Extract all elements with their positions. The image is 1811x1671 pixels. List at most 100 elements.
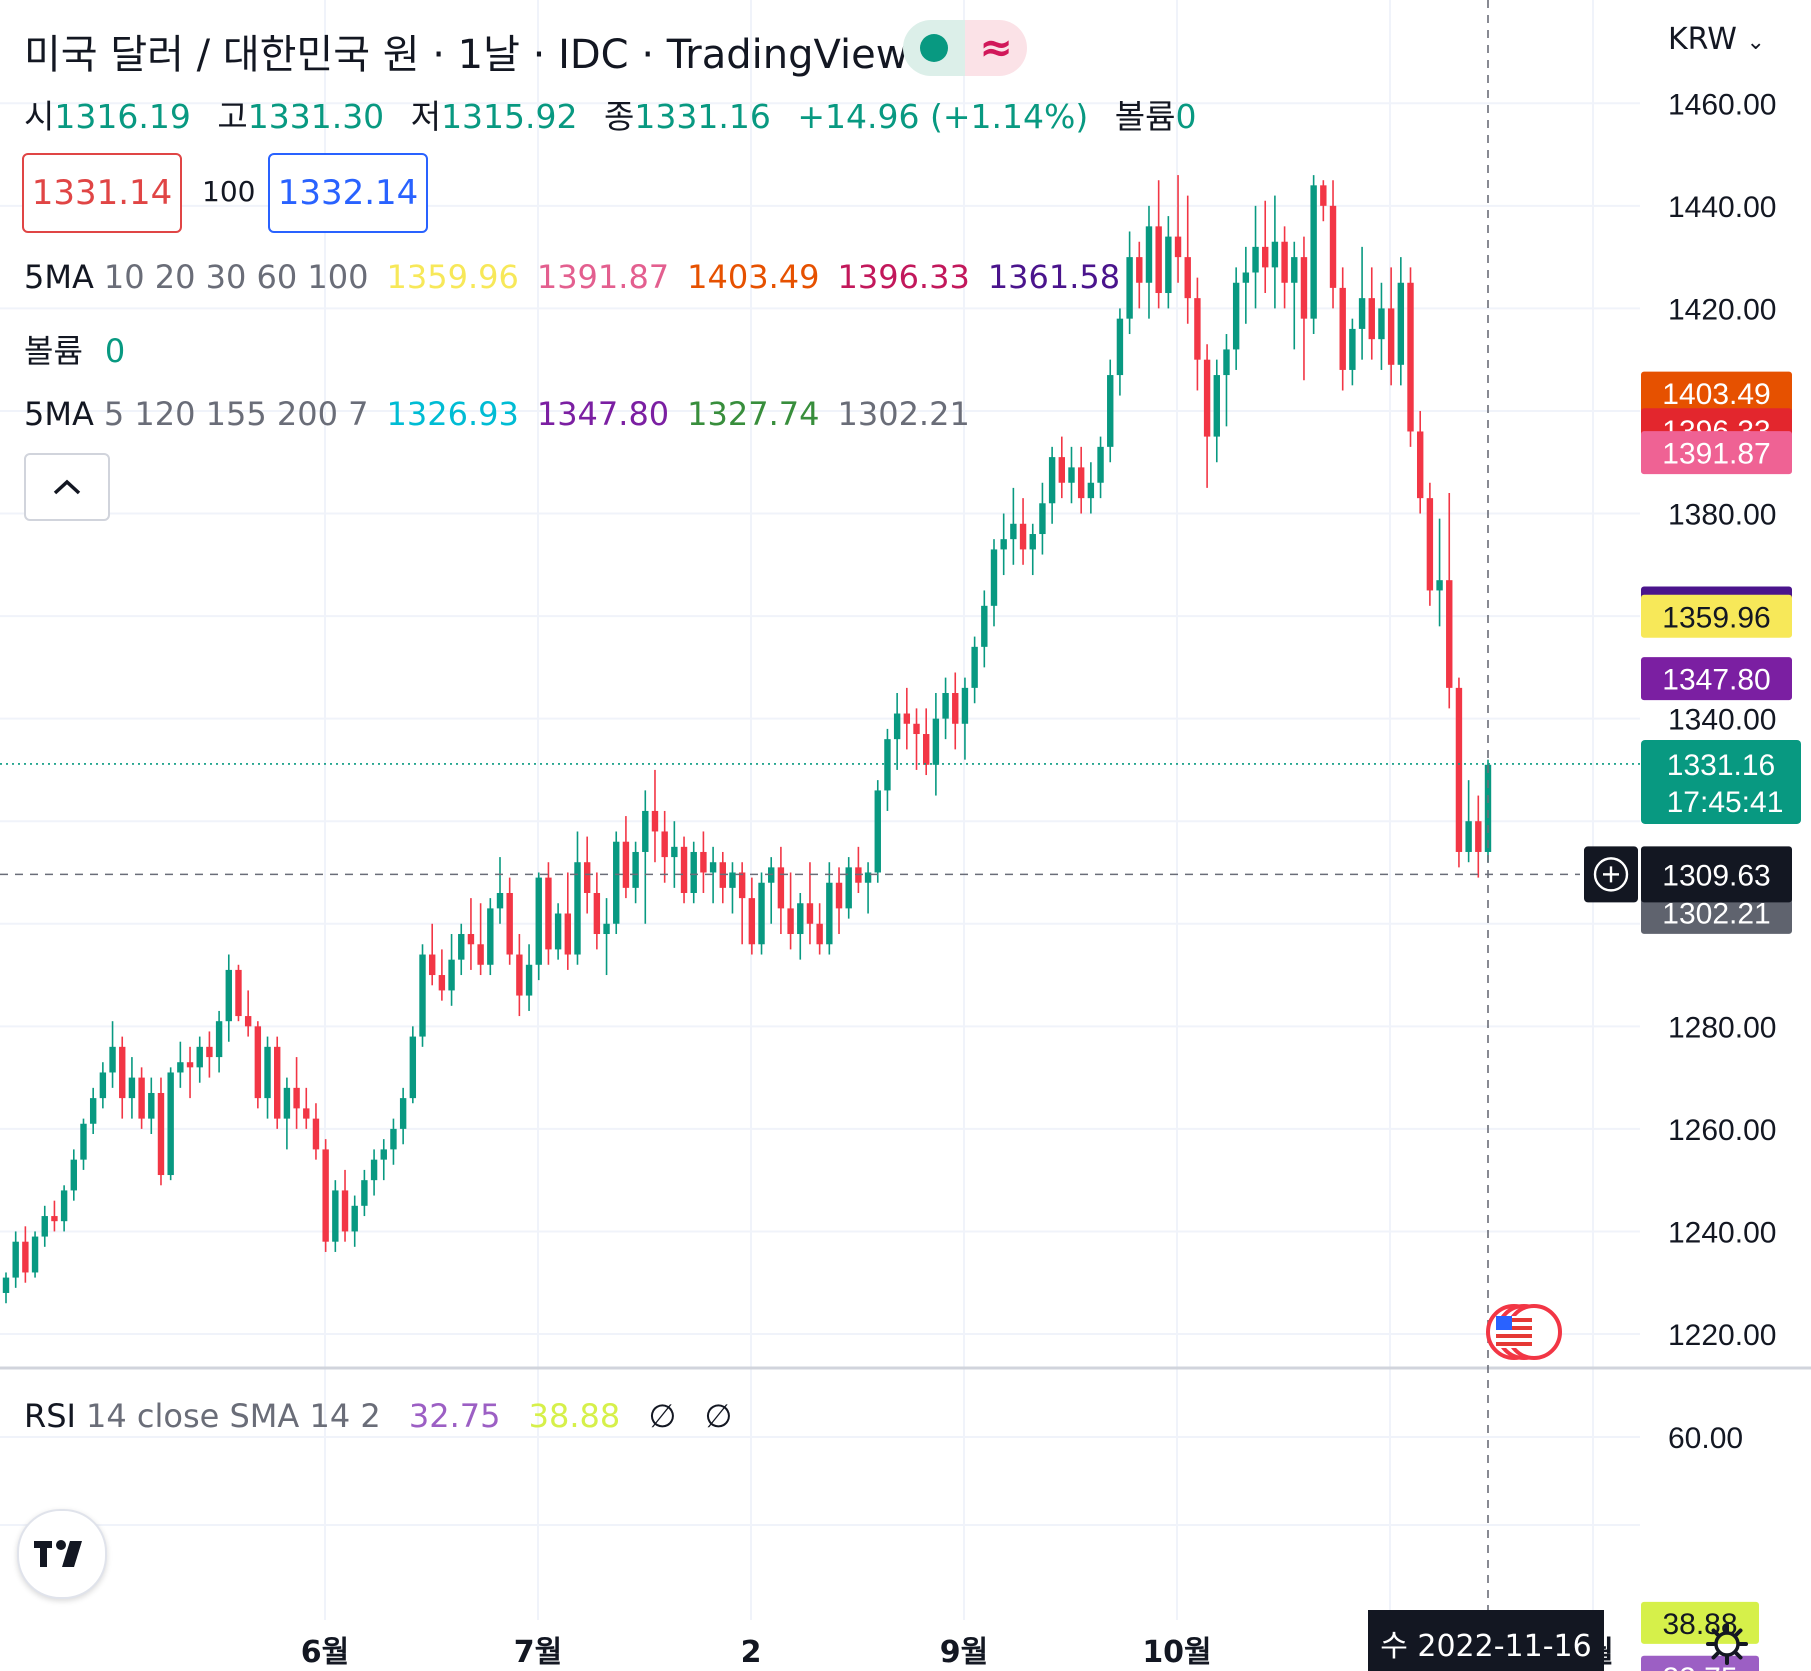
candle-body (380, 1149, 387, 1160)
candle-body (525, 964, 533, 996)
candle-body (516, 954, 523, 996)
candle-body (399, 1098, 407, 1129)
candle (1077, 446, 1085, 514)
candle (487, 898, 494, 976)
candle (1010, 487, 1017, 565)
y-tick-label-4: 1340.00 (1668, 704, 1776, 737)
candle (1068, 446, 1075, 504)
buy-button[interactable]: 1332.14 (268, 153, 428, 233)
candle (516, 934, 523, 1017)
candle-body (1048, 457, 1056, 504)
candle-body (22, 1241, 29, 1273)
rsi-axis-label-bg (1641, 1655, 1759, 1671)
candle-body (312, 1118, 320, 1150)
y-tick-label-6: 1420.00 (1668, 293, 1776, 326)
candle (390, 1118, 397, 1165)
rsi-legend[interactable]: RSI 14 close SMA 14 2 32.75 38.88 ∅ ∅ (24, 1397, 732, 1435)
ma1-legend[interactable]: 5MA 10 20 30 60 100 1359.96 1391.87 1403.49 1… (24, 258, 1120, 296)
candle (2, 1272, 10, 1304)
rsi-axis-label-text: 32.75 (1662, 1662, 1737, 1671)
candle-body (777, 867, 785, 909)
candle (893, 693, 901, 770)
candle-body (1097, 446, 1104, 483)
candle (496, 857, 504, 924)
candle-body (1368, 298, 1375, 340)
candle-body (99, 1072, 107, 1099)
candle (835, 867, 843, 935)
ma1-value-2: 1403.49 (687, 258, 820, 296)
rsi-extra-1: ∅ (648, 1397, 677, 1435)
candle (1271, 195, 1279, 309)
tradingview-logo[interactable] (17, 1509, 107, 1599)
candle-body (1000, 539, 1007, 550)
candle (1097, 436, 1104, 499)
candle (361, 1169, 368, 1217)
candle-body (1010, 523, 1017, 540)
candle-body (167, 1072, 174, 1176)
candle (1019, 498, 1027, 565)
candle (971, 636, 978, 704)
candle (254, 1021, 262, 1109)
candle (1203, 344, 1211, 488)
candle (1465, 780, 1472, 863)
collapse-legend-button[interactable] (24, 453, 110, 521)
candle-body (1387, 308, 1395, 365)
settings-gear-icon[interactable] (1705, 1622, 1749, 1666)
candle (438, 949, 446, 1001)
delayed-data-icon[interactable]: ≈ (965, 20, 1027, 76)
candle (651, 769, 659, 863)
y-tick-label-2: 1260.00 (1668, 1114, 1776, 1147)
candle (758, 872, 765, 955)
candle-body (1039, 503, 1046, 535)
status-badges[interactable]: ≈ (903, 20, 1027, 76)
chevron-down-icon: ⌄ (1746, 30, 1765, 55)
candle (1416, 410, 1424, 514)
candle-body (274, 1046, 281, 1119)
us-flag-event-icon (1486, 1304, 1562, 1360)
candle-body (244, 1016, 252, 1027)
currency-selector[interactable]: KRW ⌄ (1668, 22, 1765, 57)
candle-body (1416, 431, 1424, 499)
candles-group (2, 175, 1492, 1304)
candle (729, 862, 736, 914)
candle-body (1358, 298, 1366, 329)
candle-body (1116, 318, 1124, 376)
candle (1349, 318, 1356, 386)
sell-button[interactable]: 1331.14 (22, 153, 182, 233)
candle-body (186, 1062, 194, 1068)
candle-body (1281, 241, 1288, 283)
candle (157, 1077, 165, 1186)
candle-body (1426, 498, 1434, 591)
candle (1426, 482, 1434, 606)
candle (22, 1226, 29, 1283)
candle (816, 903, 823, 955)
candle-body (51, 1216, 58, 1222)
candle (777, 846, 785, 935)
candle (574, 831, 581, 965)
candle-body (119, 1046, 126, 1099)
candle (293, 1057, 300, 1129)
candle (1378, 282, 1385, 370)
market-open-icon[interactable] (903, 20, 965, 76)
candle-body (438, 975, 446, 991)
x-tick-label-1: 7월 (514, 1635, 562, 1670)
candle-body (1136, 257, 1143, 283)
candle (428, 923, 436, 986)
candle-body (613, 841, 620, 924)
candle (244, 990, 252, 1037)
open-label: 시 (24, 97, 55, 136)
candle-body (1019, 523, 1027, 550)
candle-body (506, 892, 513, 955)
candle-body (12, 1241, 19, 1278)
candle-body (206, 1046, 213, 1058)
ma2-legend[interactable]: 5MA 5 120 155 200 7 1326.93 1347.80 1327.74 1… (24, 395, 970, 433)
candle-body (332, 1190, 339, 1242)
candle (1310, 175, 1317, 335)
candle-body (1291, 257, 1298, 283)
candle (709, 846, 717, 904)
candle (535, 872, 542, 981)
candle (80, 1118, 87, 1170)
volume-legend[interactable]: 볼륨 0 (24, 326, 125, 372)
tv-logo-icon (34, 1540, 82, 1567)
candle-body (564, 913, 572, 955)
